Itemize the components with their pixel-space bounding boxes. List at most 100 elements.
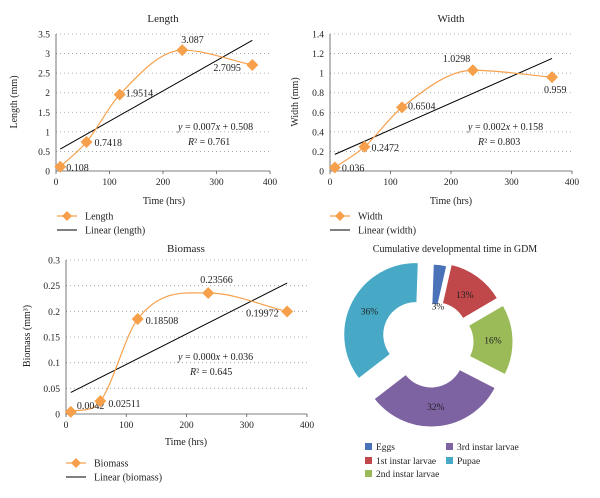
y-tick-label: 0.6 bbox=[312, 109, 324, 119]
chart-title: Length bbox=[147, 13, 179, 25]
data-label: 0.108 bbox=[66, 163, 89, 174]
y-axis-label: Length (mm) bbox=[9, 75, 20, 128]
y-tick-label: 1.2 bbox=[312, 50, 324, 60]
legend-label: Pupae bbox=[457, 457, 480, 467]
legend-swatch bbox=[446, 443, 453, 450]
legend-swatch bbox=[365, 457, 372, 464]
y-tick-label: 0.5 bbox=[38, 148, 50, 158]
x-tick-label: 200 bbox=[156, 178, 171, 188]
data-point-marker bbox=[546, 71, 559, 84]
x-tick-label: 100 bbox=[119, 421, 134, 431]
pie-slice-label: 32% bbox=[427, 403, 445, 413]
x-tick-label: 400 bbox=[565, 178, 580, 188]
legend-marker bbox=[62, 211, 72, 221]
y-tick-label: 3 bbox=[45, 50, 50, 60]
x-tick-label: 300 bbox=[240, 421, 255, 431]
r-squared: R² = 0.803 bbox=[477, 137, 520, 148]
legend-marker bbox=[335, 211, 345, 221]
y-tick-label: 0.15 bbox=[43, 334, 60, 344]
y-tick-label: 0.2 bbox=[48, 308, 60, 318]
legend: Biomass Linear (biomass) bbox=[66, 458, 162, 484]
legend-label: Eggs bbox=[376, 443, 395, 453]
x-axis-label: Time (hrs) bbox=[165, 437, 207, 448]
trendline bbox=[60, 39, 253, 150]
pie-slice bbox=[431, 263, 448, 306]
y-tick-label: 0 bbox=[55, 411, 60, 421]
legend-label: Length bbox=[85, 212, 113, 223]
x-tick-label: 200 bbox=[179, 421, 194, 431]
x-axis-label: Time (hrs) bbox=[143, 196, 185, 207]
y-axis-label: Width (mm) bbox=[290, 77, 301, 126]
x-tick-label: 400 bbox=[300, 421, 315, 431]
data-label: 0.19972 bbox=[246, 308, 279, 319]
data-label: 3.087 bbox=[181, 35, 204, 46]
legend-swatch bbox=[365, 470, 372, 477]
data-point-marker bbox=[94, 395, 107, 408]
x-tick-label: 0 bbox=[54, 178, 59, 188]
pie-legend: Eggs 1st instar larvae 2nd instar larvae 3r… bbox=[365, 443, 519, 480]
x-tick-label: 200 bbox=[444, 178, 459, 188]
y-tick-label: 3.5 bbox=[38, 31, 50, 41]
legend-swatch bbox=[446, 457, 453, 464]
series-curve bbox=[59, 49, 253, 168]
x-tick-label: 0 bbox=[328, 178, 333, 188]
y-tick-label: 0.4 bbox=[312, 128, 324, 138]
trend-equation: y = 0.007x + 0.508 bbox=[177, 122, 253, 133]
legend-label: Linear (length) bbox=[85, 226, 145, 237]
data-point-marker bbox=[358, 140, 371, 153]
legend-marker bbox=[71, 458, 81, 468]
pie-slice bbox=[373, 368, 496, 428]
data-label: 0.959 bbox=[544, 85, 567, 96]
x-tick-label: 400 bbox=[263, 178, 278, 188]
pie-slice-label: 13% bbox=[456, 291, 474, 301]
chart-title: Biomass bbox=[167, 243, 205, 255]
y-tick-label: 0 bbox=[45, 168, 50, 178]
data-point-marker bbox=[466, 64, 479, 77]
legend-label: 2nd instar larvae bbox=[376, 470, 439, 480]
r-squared: R² = 0.645 bbox=[189, 367, 232, 378]
legend-label: Width bbox=[358, 212, 383, 223]
trendline bbox=[70, 282, 288, 393]
data-label: 0.6504 bbox=[408, 101, 436, 112]
trend-equation: y = 0.000x + 0.036 bbox=[177, 352, 253, 363]
legend-label: 3rd instar larvae bbox=[457, 443, 519, 453]
chart-title: Width bbox=[437, 13, 465, 25]
chart-biomass: Biomass 0 0.05 0.1 0.15 0.2 0.25 0.3 0 100 200 300 4… bbox=[22, 243, 314, 484]
data-point-marker bbox=[395, 101, 408, 114]
y-tick-label: 1.4 bbox=[312, 31, 324, 41]
y-axis-label: Biomass (mm³) bbox=[22, 305, 33, 367]
y-tick-label: 0.8 bbox=[312, 89, 324, 99]
data-label: 0.036 bbox=[342, 163, 365, 174]
x-tick-label: 300 bbox=[209, 178, 224, 188]
data-point-marker bbox=[54, 160, 67, 173]
x-tick-label: 0 bbox=[64, 421, 69, 431]
y-tick-label: 0.25 bbox=[43, 282, 60, 292]
x-axis-label: Time (hrs) bbox=[430, 196, 472, 207]
data-label: 1.0298 bbox=[443, 54, 471, 65]
legend-label: Biomass bbox=[94, 459, 129, 470]
chart-title: Cumulative developmental time in GDM bbox=[373, 244, 538, 255]
data-point-marker bbox=[113, 88, 126, 101]
y-tick-label: 1 bbox=[319, 70, 324, 80]
r-squared: R² = 0.761 bbox=[187, 137, 230, 148]
series-curve bbox=[334, 69, 553, 168]
data-label: 2.7095 bbox=[213, 63, 241, 74]
chart-length: Length 0 0.5 1 1.5 2 2.5 3 3.5 0 100 200 300 400 Time … bbox=[9, 13, 277, 237]
legend-label: Linear (biomass) bbox=[94, 473, 162, 484]
pie-slice bbox=[343, 262, 419, 380]
legend-label: Linear (width) bbox=[358, 226, 416, 237]
legend: Width Linear (width) bbox=[330, 211, 416, 237]
data-label: 0.0042 bbox=[77, 401, 105, 412]
data-point-marker bbox=[64, 405, 77, 418]
pie-slice bbox=[467, 304, 514, 376]
data-label: 1.9514 bbox=[126, 89, 154, 100]
x-tick-label: 100 bbox=[102, 178, 117, 188]
y-tick-label: 1 bbox=[45, 128, 50, 138]
data-point-marker bbox=[202, 287, 215, 300]
data-point-marker bbox=[176, 44, 189, 57]
pie-slice-label: 16% bbox=[484, 337, 502, 347]
data-label: 0.2472 bbox=[371, 143, 399, 154]
y-tick-label: 0 bbox=[319, 168, 324, 178]
y-tick-label: 2 bbox=[45, 89, 50, 99]
